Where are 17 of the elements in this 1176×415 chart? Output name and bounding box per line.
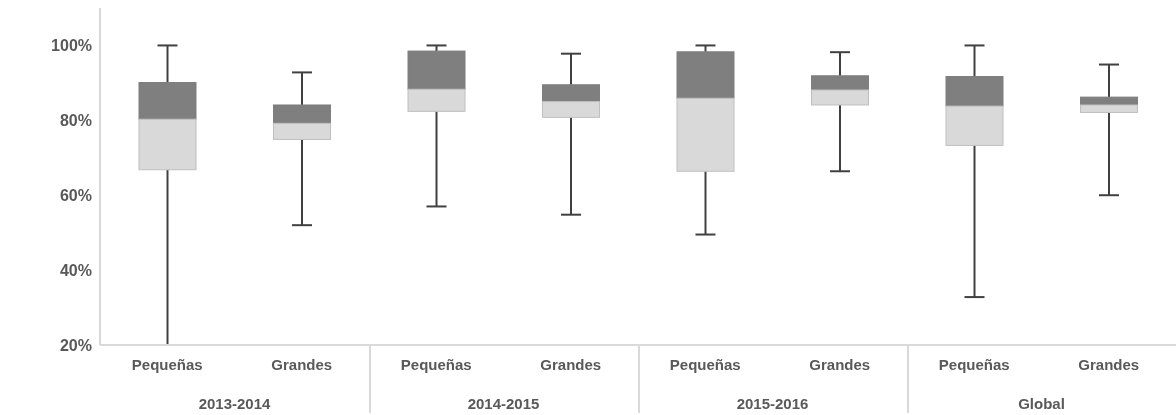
x-axis-title: 2015-2016 — [736, 395, 809, 412]
y-tick-label: 20% — [59, 336, 92, 354]
x-axis-title: 2013-2014 — [198, 395, 272, 412]
x-axis-title: 2014-2015 — [467, 395, 540, 412]
x-tick-label: Pequeñas — [131, 355, 203, 373]
y-tick-label: 80% — [59, 112, 92, 130]
x-axis-title: Global — [1018, 395, 1065, 412]
x-tick-label: Grandes — [1078, 355, 1140, 373]
y-tick-label: 60% — [59, 186, 92, 204]
y-tick-label: 40% — [59, 261, 92, 279]
x-tick-label: Grandes — [540, 355, 602, 373]
x-tick-label: Pequeñas — [669, 355, 741, 373]
y-tick-label: 100% — [51, 37, 92, 55]
x-tick-label: Grandes — [271, 355, 333, 373]
x-tick-label: Grandes — [809, 355, 871, 373]
x-tick-label: Pequeñas — [938, 355, 1010, 373]
x-tick-label: Pequeñas — [400, 355, 472, 373]
